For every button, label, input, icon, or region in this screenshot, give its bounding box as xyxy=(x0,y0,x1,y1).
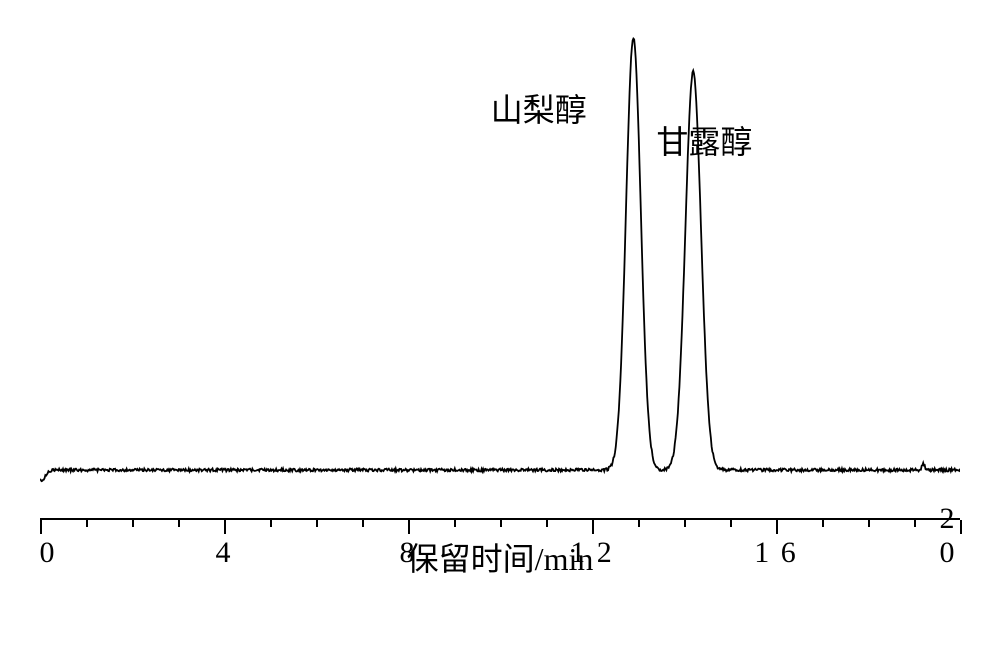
peak-label-sorbitol: 山梨醇 xyxy=(491,85,587,131)
x-tick-major xyxy=(592,520,594,534)
x-tick-label: 1 6 xyxy=(754,536,798,570)
x-tick-label: 4 xyxy=(216,536,233,570)
x-tick-minor xyxy=(454,520,456,527)
x-tick-label: 8 xyxy=(400,536,417,570)
x-tick-minor xyxy=(500,520,502,527)
x-tick-minor xyxy=(822,520,824,527)
x-tick-minor xyxy=(684,520,686,527)
x-tick-major xyxy=(960,520,962,534)
x-tick-minor xyxy=(362,520,364,527)
x-tick-minor xyxy=(178,520,180,527)
x-tick-minor xyxy=(730,520,732,527)
x-tick-label: 0 xyxy=(40,536,57,570)
x-tick-minor xyxy=(86,520,88,527)
x-tick-major xyxy=(40,520,42,534)
x-tick-major xyxy=(408,520,410,534)
x-tick-minor xyxy=(638,520,640,527)
x-tick-minor xyxy=(546,520,548,527)
x-tick-label: 1 2 xyxy=(570,536,614,570)
x-tick-minor xyxy=(868,520,870,527)
x-tick-minor xyxy=(914,520,916,527)
x-tick-minor xyxy=(270,520,272,527)
x-tick-minor xyxy=(316,520,318,527)
x-tick-minor xyxy=(132,520,134,527)
x-axis-label-cn: 保留时间 xyxy=(407,541,535,577)
x-tick-major xyxy=(224,520,226,534)
plot-area: 山梨醇 甘露醇 xyxy=(40,20,960,510)
x-tick-label: 2 0 xyxy=(940,502,957,570)
peak-label-mannitol: 甘露醇 xyxy=(656,117,752,163)
chromatogram-chart: 山梨醇 甘露醇 保留时间/min 0481 21 62 0 xyxy=(40,20,960,570)
x-tick-major xyxy=(776,520,778,534)
x-axis-label: 保留时间/min xyxy=(407,534,594,580)
